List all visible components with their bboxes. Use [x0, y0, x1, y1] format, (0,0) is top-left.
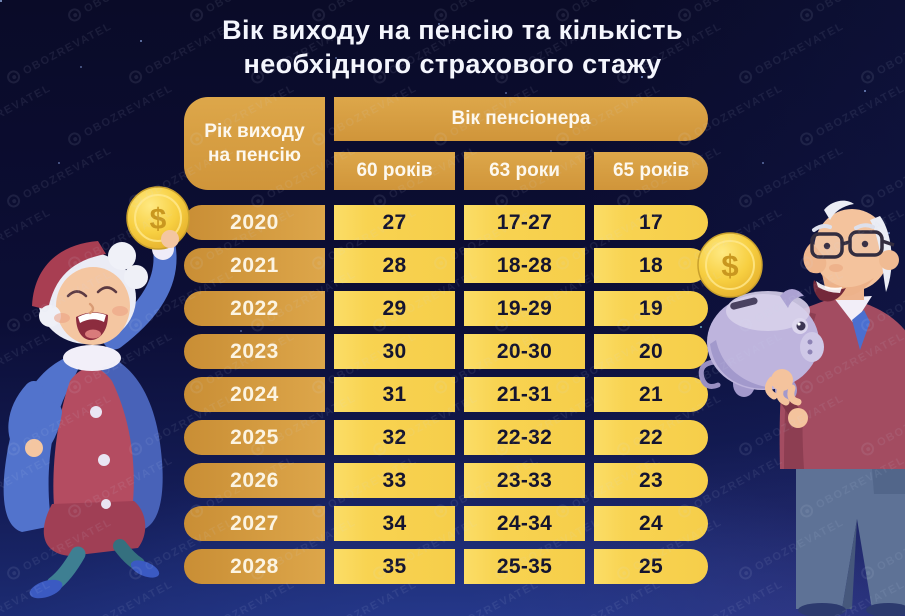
column-headers: 60 років 63 роки 65 років [334, 152, 708, 190]
value-cell-63: 25-35 [464, 549, 585, 584]
column-header-63: 63 роки [464, 152, 585, 190]
table-row: 2023 30 20-30 20 [184, 334, 708, 369]
woman-hand [161, 230, 179, 248]
watermark: OBOZREVATEL [65, 81, 175, 148]
woman-left-arm [8, 381, 62, 465]
value-cell-60: 31 [334, 377, 455, 412]
watermark-logo-icon [65, 130, 84, 148]
year-cell: 2025 [184, 420, 325, 455]
value-cell-63: 19-29 [464, 291, 585, 326]
year-cell: 2024 [184, 377, 325, 412]
watermark: OBOZREVATEL [0, 81, 54, 139]
watermark: OBOZREVATEL [797, 81, 905, 148]
coin-dollar-glyph: $ [721, 248, 738, 283]
table-row: 2026 33 23-33 23 [184, 463, 708, 498]
table-body: 2020 27 17-27 17 2021 28 18-28 18 2022 2… [184, 205, 708, 584]
row-group-header: Рік виходу на пенсію [184, 97, 325, 190]
woman-head [32, 241, 148, 345]
value-cell-60: 27 [334, 205, 455, 240]
table-row: 2024 31 21-31 21 [184, 377, 708, 412]
year-cell: 2023 [184, 334, 325, 369]
value-cell-65: 18 [594, 248, 708, 283]
year-cell: 2022 [184, 291, 325, 326]
gold-coin: $ [697, 232, 763, 298]
table-row: 2027 34 24-34 24 [184, 506, 708, 541]
value-cell-60: 28 [334, 248, 455, 283]
table-row: 2025 32 22-32 22 [184, 420, 708, 455]
infographic-title: Вік виходу на пенсію та кількість необхі… [0, 13, 905, 81]
value-cell-65: 17 [594, 205, 708, 240]
value-cell-63: 20-30 [464, 334, 585, 369]
column-header-65: 65 років [594, 152, 708, 190]
table-row: 2020 27 17-27 17 [184, 205, 708, 240]
value-cell-65: 21 [594, 377, 708, 412]
value-cell-63: 17-27 [464, 205, 585, 240]
row-group-header-line-1: Рік виходу [204, 120, 305, 142]
year-cell: 2028 [184, 549, 325, 584]
value-cell-63: 22-32 [464, 420, 585, 455]
value-cell-65: 19 [594, 291, 708, 326]
man-head [803, 200, 899, 302]
year-cell: 2021 [184, 248, 325, 283]
woman-legs [29, 539, 160, 599]
gold-coin: $ [126, 186, 190, 250]
year-cell: 2026 [184, 463, 325, 498]
value-cell-60: 35 [334, 549, 455, 584]
man-illustration: $ [697, 200, 905, 616]
value-cell-60: 30 [334, 334, 455, 369]
value-cell-65: 23 [594, 463, 708, 498]
man-legs [796, 469, 905, 616]
value-cell-63: 21-31 [464, 377, 585, 412]
table-row: 2022 29 19-29 19 [184, 291, 708, 326]
man-hands [765, 369, 808, 428]
value-cell-65: 20 [594, 334, 708, 369]
value-cell-63: 24-34 [464, 506, 585, 541]
value-cell-63: 18-28 [464, 248, 585, 283]
value-cell-60: 33 [334, 463, 455, 498]
value-cell-65: 22 [594, 420, 708, 455]
woman-illustration: $ [3, 186, 190, 599]
value-cell-63: 23-33 [464, 463, 585, 498]
coin-dollar-glyph: $ [150, 203, 167, 236]
title-line-1: Вік виходу на пенсію та кількість [222, 15, 683, 45]
value-cell-60: 34 [334, 506, 455, 541]
woman-collar [63, 345, 121, 371]
value-cell-65: 25 [594, 549, 708, 584]
table-row: 2021 28 18-28 18 [184, 248, 708, 283]
row-group-header-line-2: на пенсію [208, 144, 301, 166]
value-cell-60: 32 [334, 420, 455, 455]
year-cell: 2027 [184, 506, 325, 541]
value-cell-65: 24 [594, 506, 708, 541]
column-group-header: Вік пенсіонера [334, 97, 708, 141]
watermark-logo-icon [797, 130, 816, 148]
year-cell: 2020 [184, 205, 325, 240]
value-cell-60: 29 [334, 291, 455, 326]
title-line-2: необхідного страхового стажу [243, 49, 662, 79]
column-header-60: 60 років [334, 152, 455, 190]
table-row: 2028 35 25-35 25 [184, 549, 708, 584]
piggy-bank [698, 289, 824, 402]
pension-table: Рік виходу на пенсію Вік пенсіонера 60 р… [184, 97, 708, 592]
